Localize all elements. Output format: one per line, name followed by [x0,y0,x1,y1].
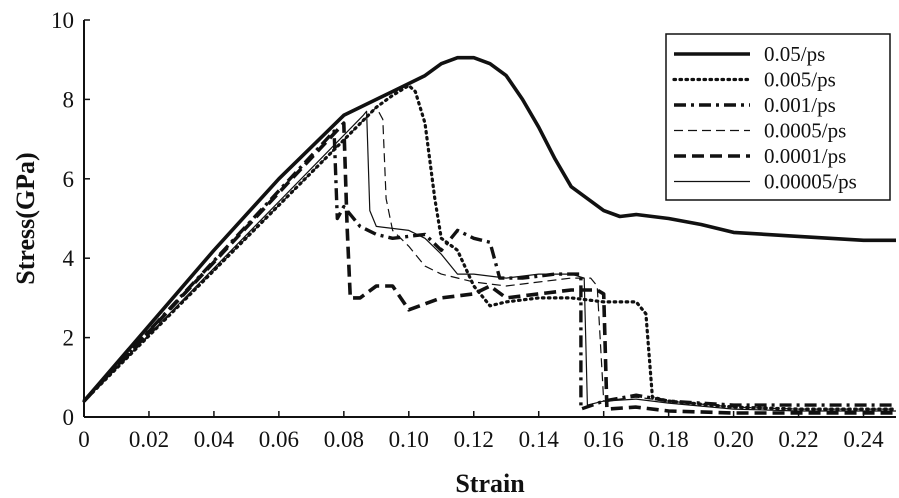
x-tick-label: 0 [78,427,90,452]
x-tick-label: 0.10 [389,427,429,452]
x-tick-label: 0.16 [584,427,624,452]
series-layer [82,55,898,415]
series-line-1 [82,55,896,403]
series-line-4 [83,106,896,410]
x-tick-label: 0.06 [259,427,299,452]
x-tick-label: 0.18 [649,427,689,452]
x-tick-label: 0.12 [454,427,494,452]
y-tick-label: 8 [63,87,75,112]
series-line-6 [83,110,896,412]
series-line-2 [82,83,898,411]
legend-box [665,33,891,201]
x-tick-label: 0.04 [194,427,235,452]
y-tick-label: 4 [63,246,75,271]
legend-label: 0.001/ps [764,93,836,117]
y-tick-label: 2 [63,326,75,351]
x-tick-label: 0.24 [843,427,884,452]
legend: 0.05/ps0.005/ps0.001/ps0.0005/ps0.0001/p… [665,33,891,201]
legend-label: 0.005/ps [764,68,836,92]
legend-label: 0.0005/ps [764,119,846,143]
legend-label: 0.0001/ps [764,144,846,168]
x-axis-ticks: 0 0.02 0.04 0.06 0.08 0.10 0.12 0.14 0.16 0.18 0.2… [78,411,884,452]
y-axis-title: Stress(GPa) [11,152,40,284]
x-tick-label: 0.14 [519,427,560,452]
legend-label: 0.00005/ps [764,170,857,194]
x-tick-label: 0.02 [129,427,169,452]
x-tick-label: 0.22 [778,427,818,452]
y-tick-label: 6 [63,167,75,192]
y-axis-ticks: 0 2 4 6 8 10 [51,8,90,430]
series-line-5 [82,121,896,415]
x-axis-title: Strain [455,469,525,498]
y-tick-label: 0 [63,405,75,430]
series-line-3 [82,129,896,411]
y-tick-label: 10 [51,8,74,33]
x-tick-label: 0.08 [324,427,364,452]
plot-area [83,20,896,418]
legend-label: 0.05/ps [764,42,825,66]
x-tick-label: 0.20 [713,427,753,452]
